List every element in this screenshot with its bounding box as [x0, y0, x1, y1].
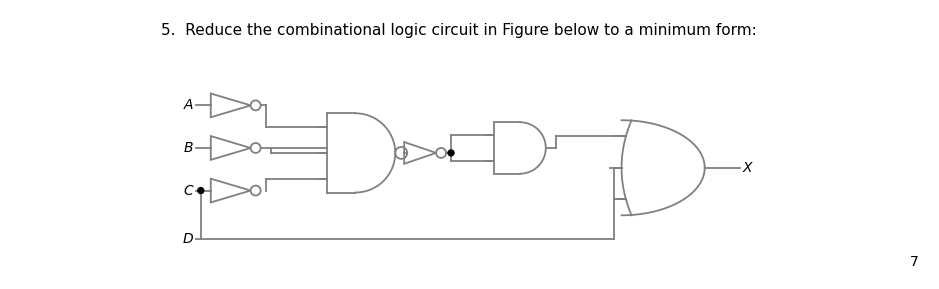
- Text: D: D: [182, 232, 192, 246]
- Text: 7: 7: [910, 255, 918, 269]
- Circle shape: [198, 188, 204, 194]
- Text: 5.  Reduce the combinational logic circuit in Figure below to a minimum form:: 5. Reduce the combinational logic circui…: [161, 23, 757, 38]
- Text: A: A: [183, 98, 192, 112]
- Circle shape: [448, 150, 454, 156]
- Text: X: X: [743, 161, 752, 175]
- Text: C: C: [183, 184, 192, 198]
- Text: B: B: [183, 141, 192, 155]
